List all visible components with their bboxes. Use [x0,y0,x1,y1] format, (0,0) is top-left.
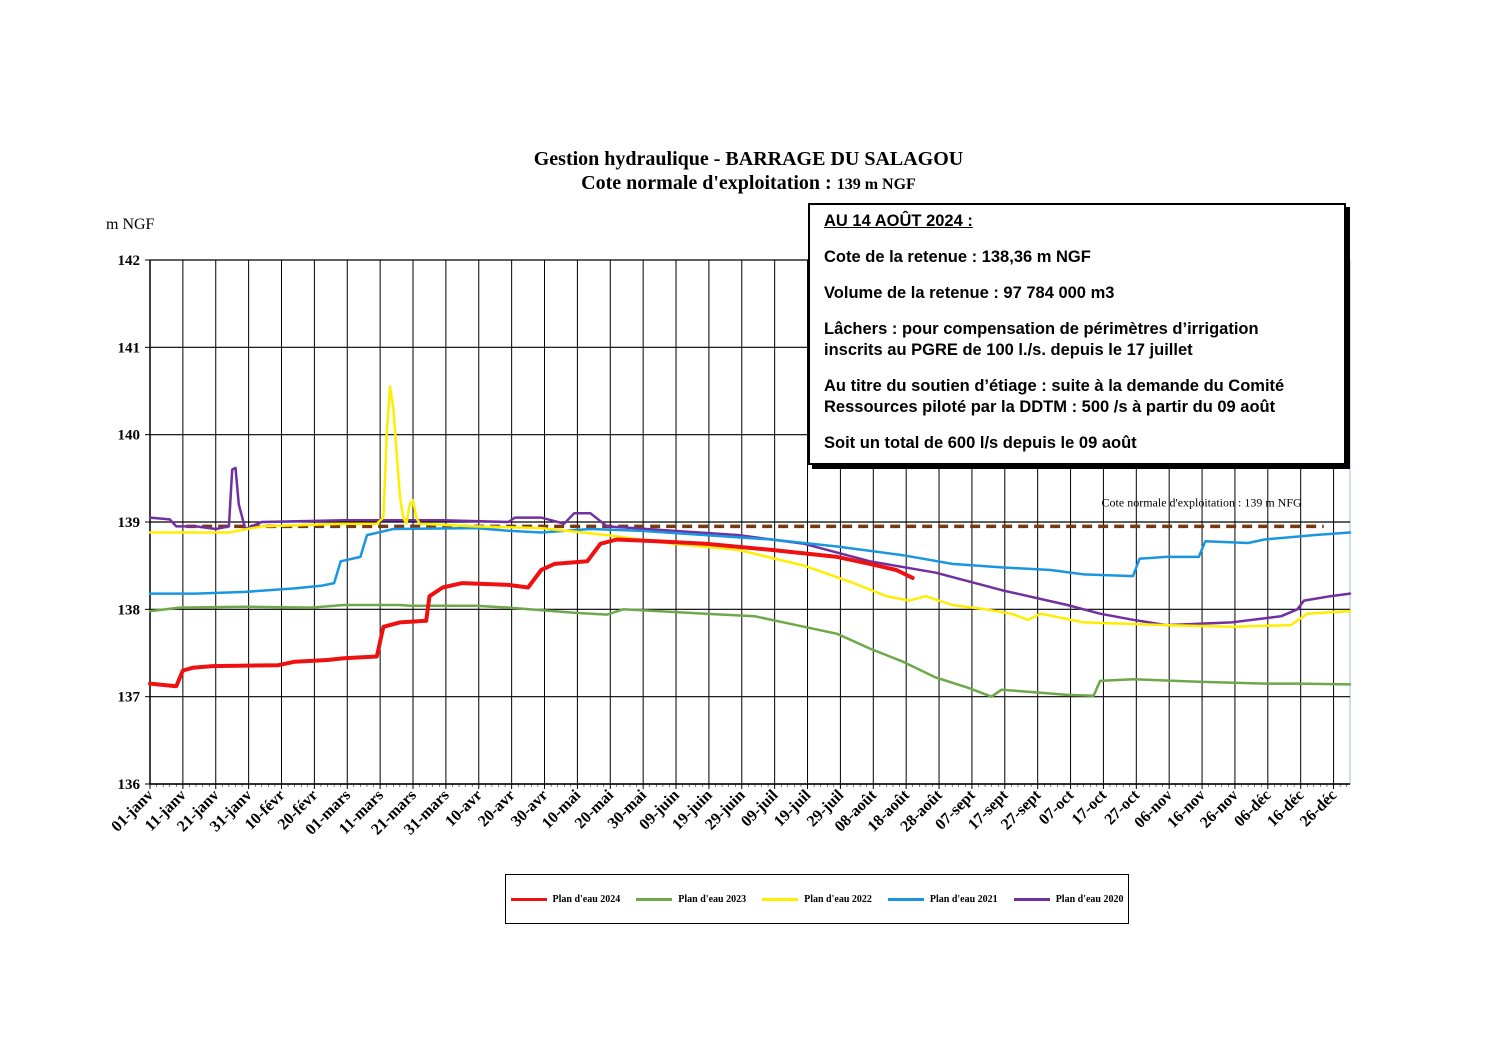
legend-label: Plan d'eau 2024 [552,893,621,905]
legend-item-2021: Plan d'eau 2021 [887,893,998,905]
info-soutien: Au titre du soutien d’étiage : suite à l… [824,377,1285,416]
info-box: AU 14 AOÛT 2024 : Cote de la retenue : 1… [808,203,1346,465]
info-lachers: Lâchers : pour compensation de périmètre… [824,320,1259,359]
chart-title-line2: Cote normale d'exploitation : 139 m NGF [581,172,916,194]
legend-swatch [1013,897,1050,901]
y-tick-label: 140 [118,428,141,444]
y-tick-label: 137 [118,690,141,706]
legend-label: Plan d'eau 2022 [804,893,872,905]
x-tick-label: 17-oct [1069,786,1111,828]
series-line-2024 [148,537,915,689]
x-tick-label: 06-déc [1231,787,1274,830]
legend-swatch [887,897,924,901]
info-cote: Cote de la retenue : 138,36 m NGF [824,248,1091,266]
legend-item-2024: Plan d'eau 2024 [510,893,621,905]
series-line-2022 [148,385,1352,629]
legend-swatch [510,897,547,901]
legend-swatch [636,897,673,901]
legend-item-2023: Plan d'eau 2023 [636,894,746,905]
x-tick-label: 16-déc [1264,787,1307,830]
legend-label: Plan d'eau 2020 [1055,893,1124,905]
chart-legend: Plan d'eau 2024 Plan d'eau 2023 Plan d'eau… [505,874,1129,924]
reference-line-label: Cote normale d'exploitation : 139 m NFG [1102,495,1302,509]
legend-label: Plan d'eau 2023 [678,893,747,905]
x-tick-label: 10-avr [442,787,485,830]
y-tick-label: 141 [118,340,141,356]
series-line-2021 [148,526,1352,595]
x-tick-label: 26-déc [1297,787,1340,830]
series-line-2023 [148,603,1352,698]
y-axis-label: m NGF [106,216,155,233]
y-tick-label: 138 [118,602,141,618]
legend-swatch [762,897,799,901]
legend-label: Plan d'eau 2021 [929,893,998,905]
y-tick-label: 136 [118,777,141,793]
legend-item-2022: Plan d'eau 2022 [762,894,872,905]
x-tick-label: 26-nov [1197,787,1242,832]
x-tick-label: 07-oct [1036,786,1078,828]
legend-item-2020: Plan d'eau 2020 [1013,893,1124,905]
chart-title: Gestion hydraulique - BARRAGE DU SALAGOU… [0,147,1497,197]
chart-title-line1: Gestion hydraulique - BARRAGE DU SALAGOU [533,148,964,170]
y-tick-label: 142 [118,253,141,269]
info-total: Soit un total de 600 l/s depuis le 09 ao… [824,434,1137,452]
y-tick-label: 139 [118,515,141,531]
info-box-header: AU 14 AOÛT 2024 : [824,212,973,230]
info-volume: Volume de la retenue : 97 784 000 m3 [824,284,1115,302]
x-tick-label: 20-avr [475,787,518,830]
